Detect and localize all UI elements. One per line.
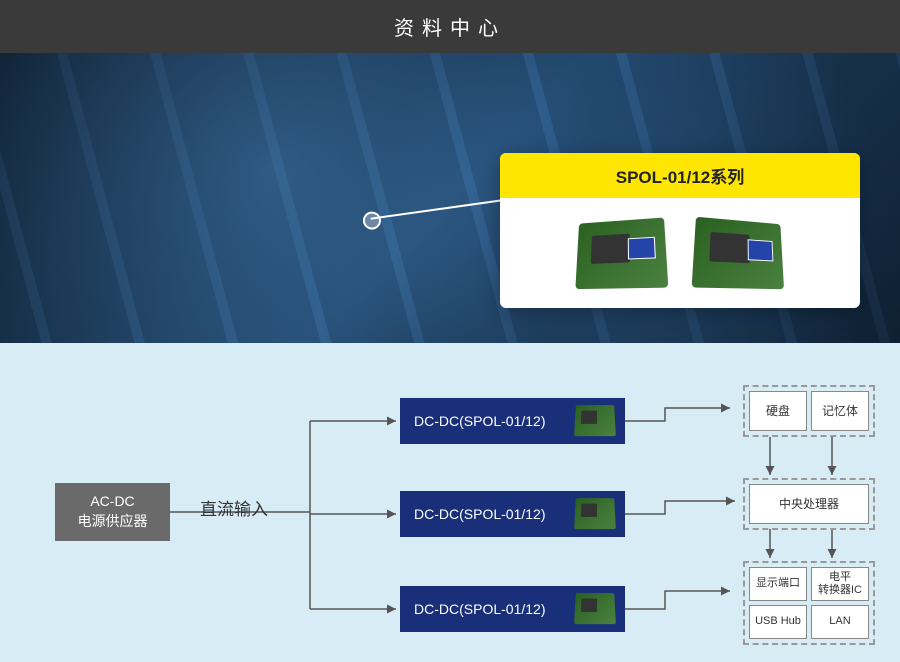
output-group-mid: 中央处理器: [743, 478, 875, 530]
product-chip-2: [692, 217, 784, 289]
source-line1: AC-DC: [90, 492, 134, 512]
product-chip-1: [575, 217, 668, 289]
block-diagram: AC-DC 电源供应器 直流输入 DC-DC(SPOL-01/12) DC-DC…: [0, 343, 900, 662]
hero-image: SPOL-01/12系列: [0, 53, 900, 343]
output-group-top: 硬盘 记忆体: [743, 385, 875, 437]
callout-pointer: [371, 198, 510, 219]
page-header: 资料中心: [0, 0, 900, 53]
output-cpu: 中央处理器: [749, 484, 869, 524]
source-line2: 电源供应器: [78, 512, 148, 532]
dcdc-box-2: DC-DC(SPOL-01/12): [400, 491, 625, 537]
product-callout: SPOL-01/12系列: [500, 153, 860, 308]
output-lan: LAN: [811, 605, 869, 639]
chip-icon: [574, 593, 616, 624]
output-memory: 记忆体: [811, 391, 869, 431]
dcdc-box-3: DC-DC(SPOL-01/12): [400, 586, 625, 632]
output-group-bottom: 显示端口 电平 转换器IC USB Hub LAN: [743, 561, 875, 645]
output-usbhub: USB Hub: [749, 605, 807, 639]
chip-icon: [574, 498, 616, 529]
source-box: AC-DC 电源供应器: [55, 483, 170, 541]
chip-icon: [574, 405, 616, 436]
dc-input-label: 直流输入: [200, 495, 268, 520]
callout-body: [500, 198, 860, 308]
callout-title: SPOL-01/12系列: [500, 153, 860, 198]
dcdc-label-1: DC-DC(SPOL-01/12): [414, 413, 545, 429]
output-levelshift: 电平 转换器IC: [811, 567, 869, 601]
dcdc-label-2: DC-DC(SPOL-01/12): [414, 506, 545, 522]
dcdc-label-3: DC-DC(SPOL-01/12): [414, 601, 545, 617]
output-hdd: 硬盘: [749, 391, 807, 431]
header-title: 资料中心: [394, 18, 506, 40]
output-display: 显示端口: [749, 567, 807, 601]
dcdc-box-1: DC-DC(SPOL-01/12): [400, 398, 625, 444]
